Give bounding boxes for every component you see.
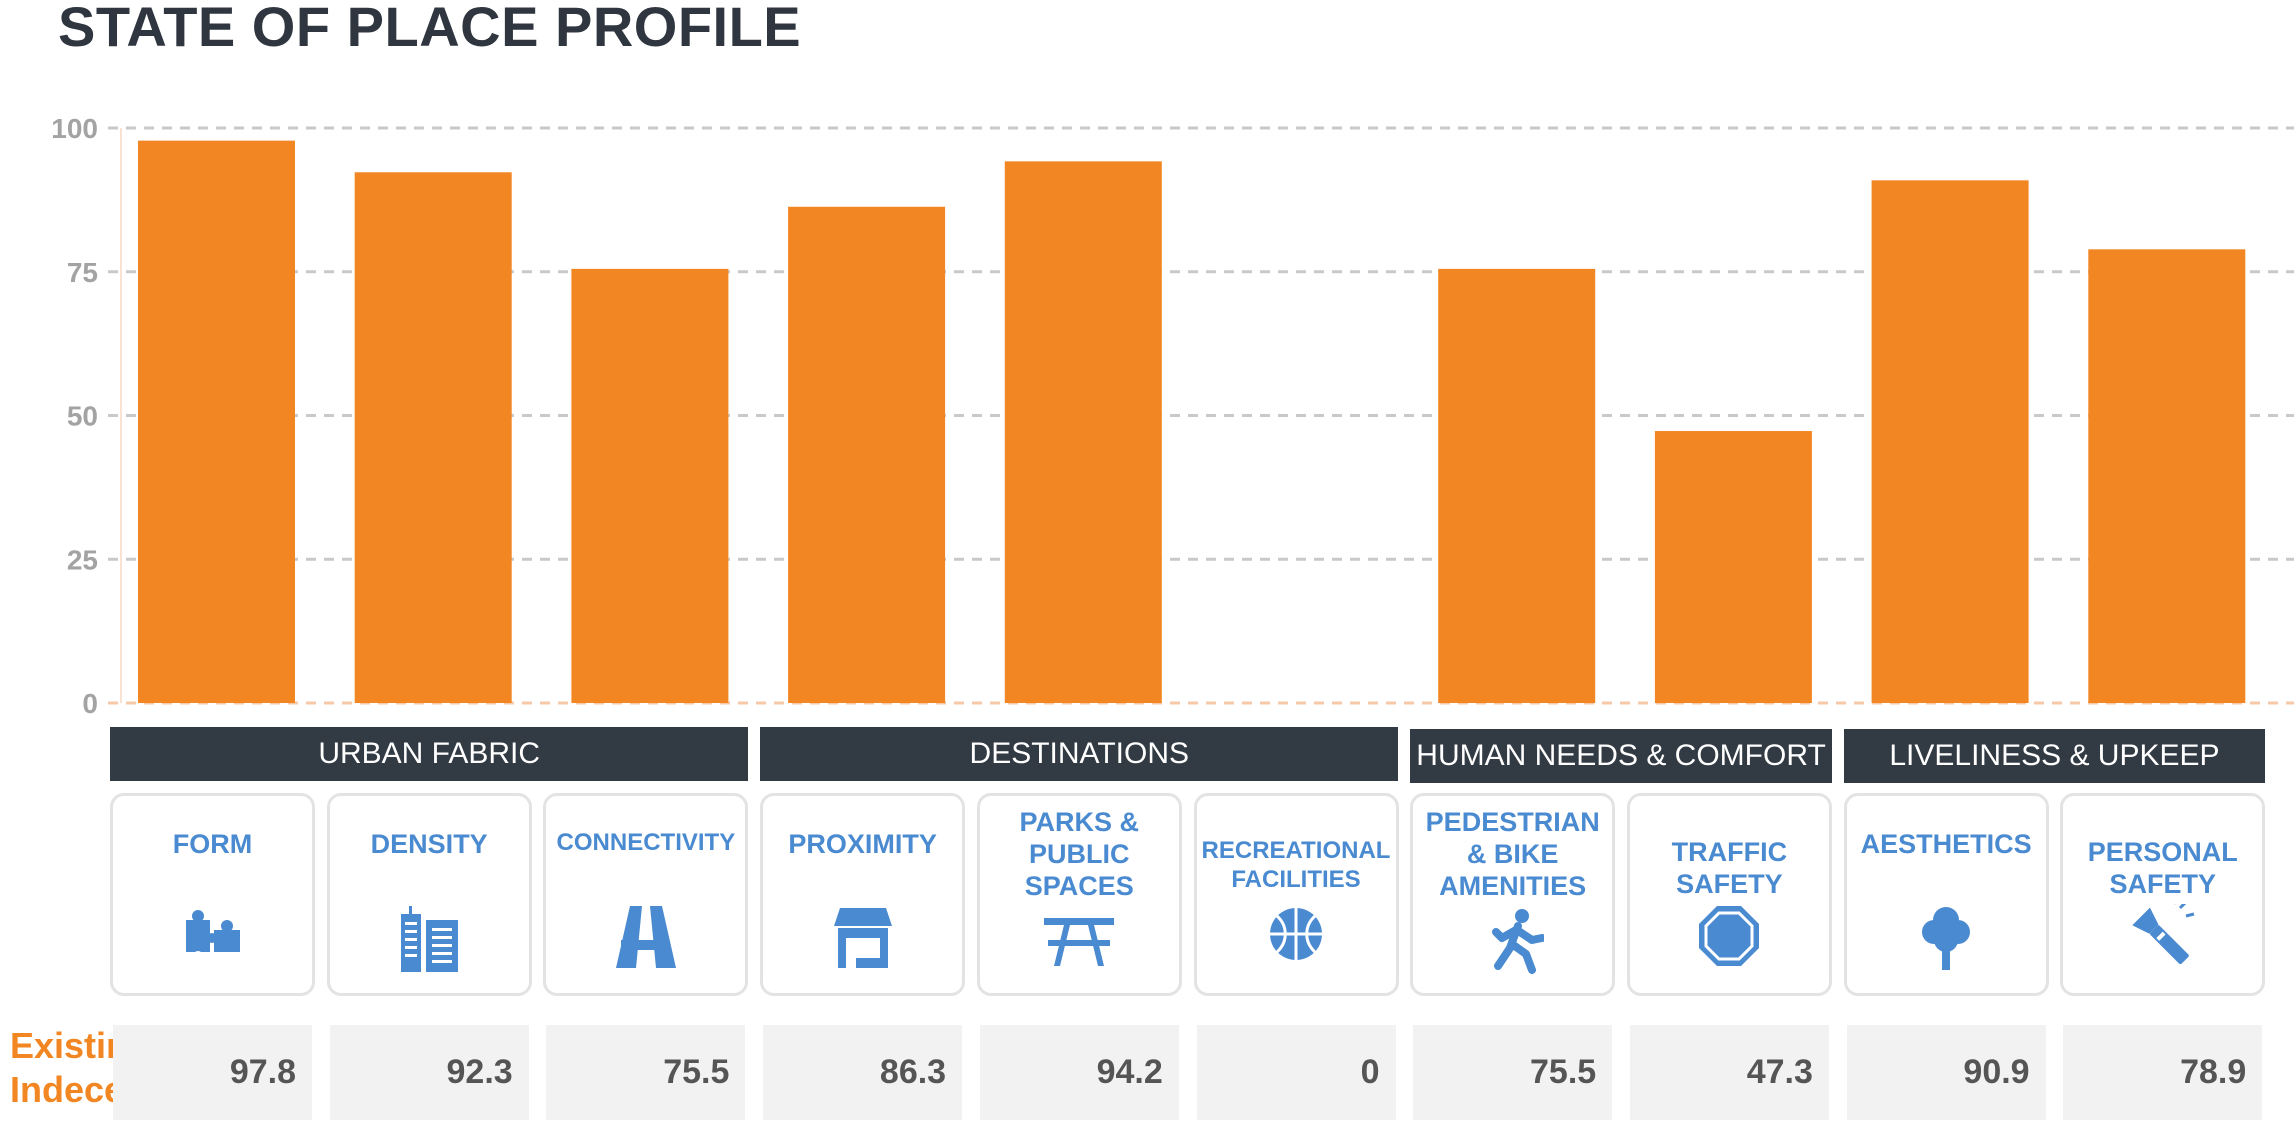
y-tick-label: 50 [67, 401, 98, 432]
bar [1654, 431, 1812, 703]
bar [354, 172, 512, 703]
category-card: PERSONAL SAFETY [2060, 793, 2266, 996]
page-title: STATE OF PLACE PROFILE [58, 0, 802, 58]
category-card: CONNECTIVITY [543, 793, 749, 996]
category-group-header: HUMAN NEEDS & COMFORT [1410, 729, 1832, 783]
category-label: AESTHETICS [1860, 829, 2032, 859]
index-value: 0 [1196, 1025, 1396, 1120]
category-card: PROXIMITY [760, 793, 966, 996]
category-label: PARKS & PUBLIC SPACES [1019, 807, 1140, 901]
bar [788, 206, 946, 703]
puzzle-icon [185, 910, 240, 961]
index-value: 78.9 [2063, 1025, 2263, 1120]
buildings-icon [401, 906, 459, 972]
index-value: 94.2 [979, 1025, 1179, 1120]
index-value: 92.3 [329, 1025, 529, 1120]
category-label: DENSITY [370, 829, 488, 859]
index-value: 75.5 [1413, 1025, 1613, 1120]
category-card: RECREATIONAL FACILITIES [1193, 793, 1399, 996]
y-tick-label: 25 [67, 544, 98, 575]
category-label: RECREATIONAL FACILITIES [1201, 837, 1391, 893]
bar-chart: 0 25 50 75 100 [51, 113, 2294, 719]
pedestrian-icon [1491, 909, 1544, 974]
flashlight-icon [2132, 904, 2195, 965]
category-label: PEDESTRIAN & BIKE AMENITIES [1425, 807, 1600, 901]
bar [2088, 249, 2246, 703]
bar [1004, 161, 1162, 704]
index-value: 75.5 [546, 1025, 746, 1120]
bar [571, 268, 729, 703]
index-value: 90.9 [1846, 1025, 2046, 1120]
storefront-icon [833, 908, 892, 968]
bar [1871, 180, 2029, 703]
stop-sign-icon [1699, 906, 1760, 966]
category-group-header: DESTINATIONS [760, 727, 1399, 781]
picnic-table-icon [1044, 918, 1115, 966]
y-tick-label: 0 [82, 688, 98, 719]
index-value: 97.8 [113, 1025, 312, 1120]
index-value: 47.3 [1629, 1025, 1829, 1120]
category-card: TRAFFIC SAFETY [1626, 793, 1832, 996]
category-group-header: LIVELINESS & UPKEEP [1843, 729, 2266, 783]
category-card: FORM [110, 793, 315, 996]
bar [138, 140, 295, 703]
y-tick-label: 100 [51, 113, 98, 144]
y-tick-label: 75 [67, 257, 98, 288]
category-card: AESTHETICS [1843, 793, 2049, 996]
basketball-icon [1270, 908, 1322, 960]
category-label: TRAFFIC SAFETY [1671, 837, 1788, 899]
tree-icon [1922, 907, 1971, 970]
category-label: PERSONAL SAFETY [2087, 837, 2238, 899]
category-card: PARKS & PUBLIC SPACES [976, 793, 1182, 996]
category-group-header: URBAN FABRIC [110, 727, 749, 781]
index-value: 86.3 [763, 1025, 963, 1120]
category-label: PROXIMITY [788, 829, 937, 859]
category-label: FORM [172, 829, 253, 859]
y-axis-ticks: 0 25 50 75 100 [51, 113, 98, 719]
bar [1438, 268, 1596, 703]
category-card: PEDESTRIAN & BIKE AMENITIES [1410, 793, 1616, 996]
road-icon [615, 906, 676, 968]
category-label: CONNECTIVITY [556, 829, 736, 856]
bars [138, 140, 2246, 704]
category-card: DENSITY [326, 793, 532, 996]
